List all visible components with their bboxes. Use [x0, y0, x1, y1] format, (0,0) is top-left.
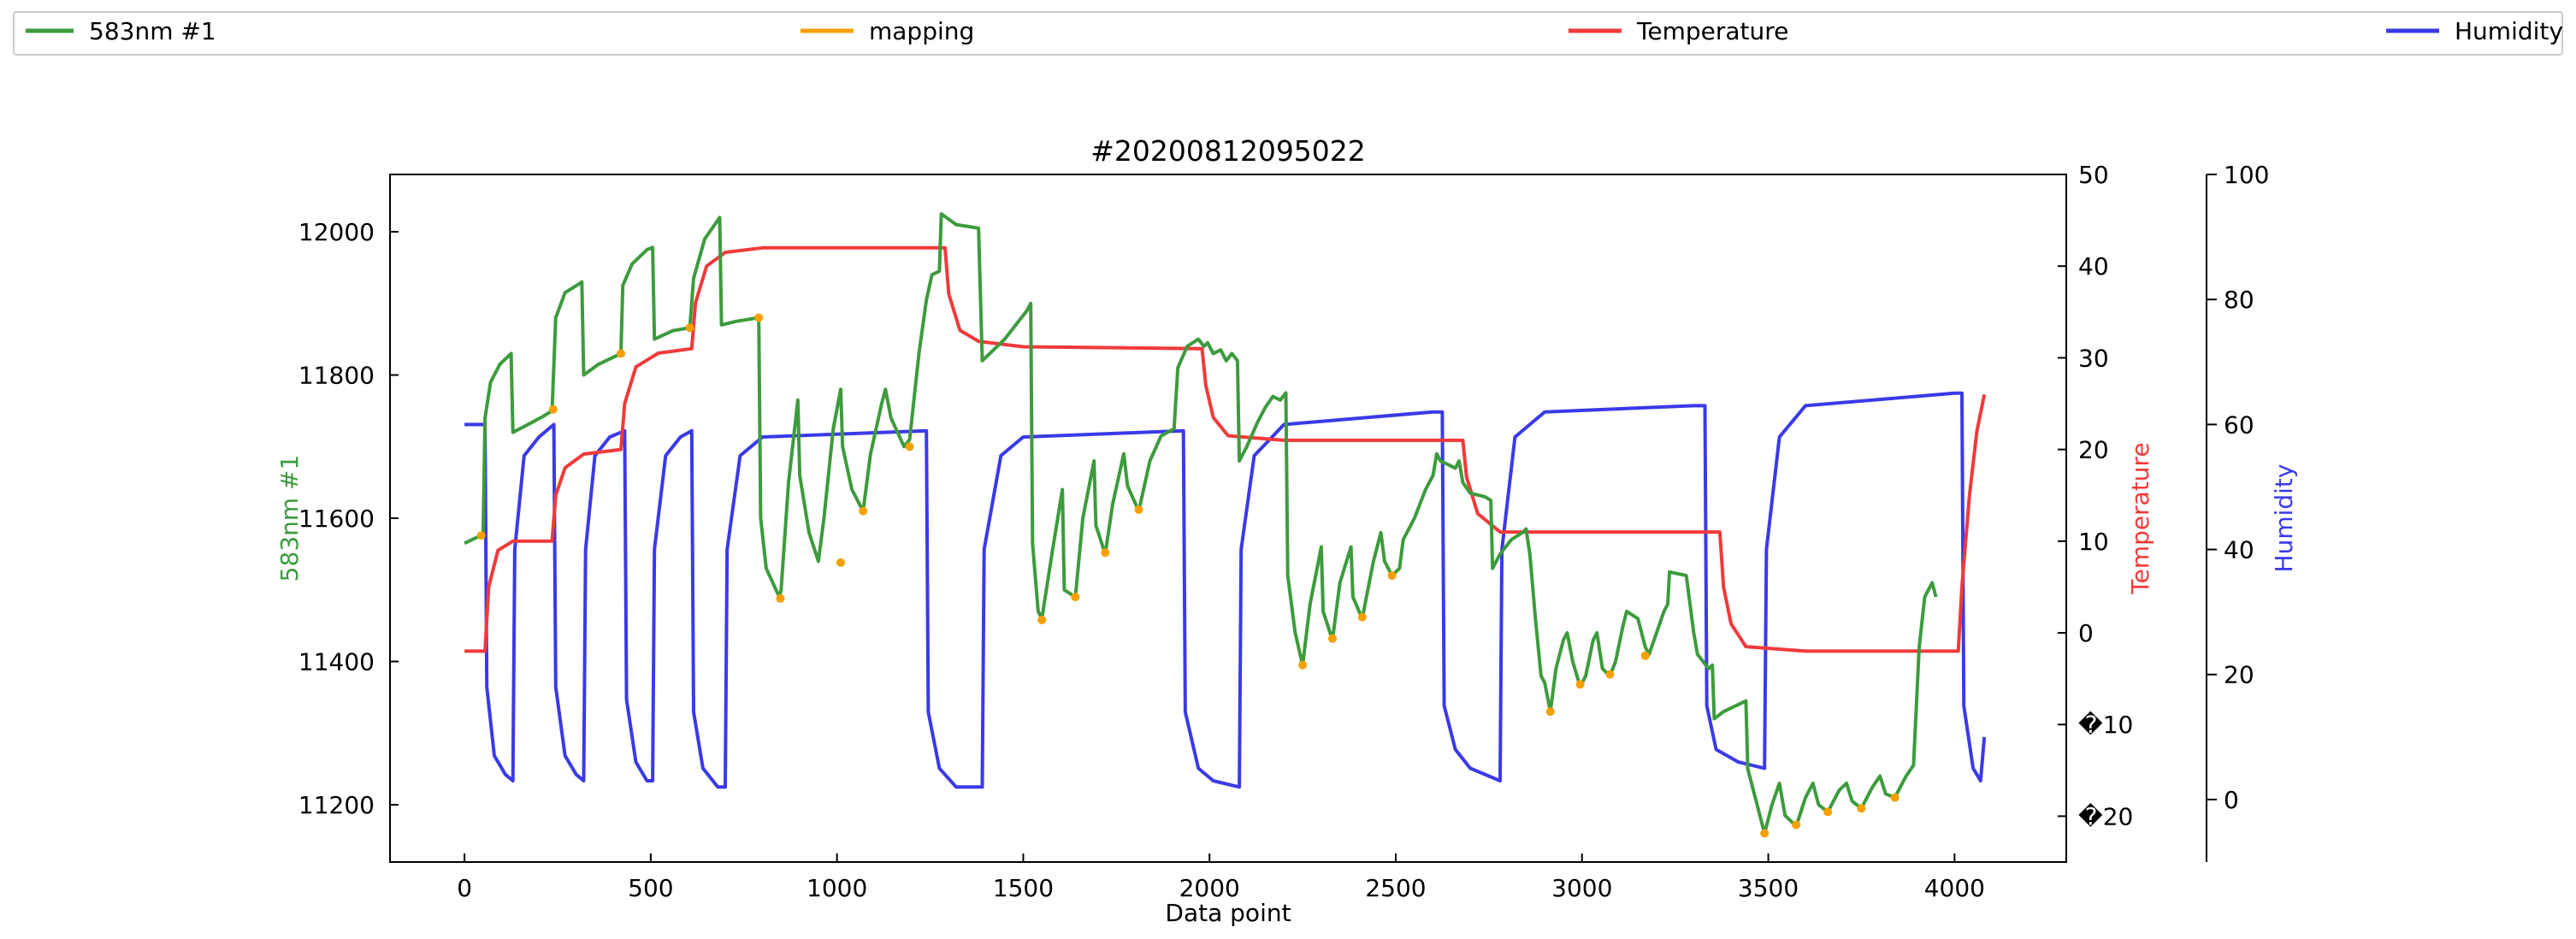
series-mapping-point-23 — [1823, 807, 1833, 817]
legend-label-mapping: mapping — [869, 17, 974, 45]
series-mapping-point-2 — [617, 349, 625, 358]
series-line-583nm-1 — [464, 212, 1938, 836]
series-mapping-point-12 — [1134, 505, 1143, 514]
x-tick-label-8: 4000 — [1924, 874, 1985, 902]
series-mapping-point-25 — [1890, 793, 1900, 802]
series-mapping-point-0 — [476, 531, 486, 540]
series-mapping-point-19 — [1605, 670, 1615, 679]
humidity-tick-label-4: 20 — [2224, 661, 2254, 689]
temperature-tick-label-5: 0 — [2078, 619, 2094, 647]
left-tick-label-0: 11200 — [298, 791, 375, 819]
series-mapping-point-3 — [685, 323, 694, 333]
temperature-tick-label-4: 10 — [2078, 528, 2109, 556]
series-mapping-point-16 — [1387, 571, 1397, 580]
x-tick-label-3: 1500 — [993, 874, 1054, 902]
temperature-tick-label-2: 30 — [2078, 344, 2109, 372]
series-mapping-point-14 — [1328, 634, 1337, 643]
left-tick-label-3: 11800 — [298, 362, 375, 390]
legend-label-583nm: 583nm #1 — [89, 17, 216, 45]
series-mapping-point-17 — [1545, 707, 1555, 717]
temperature-tick-label-0: 50 — [2078, 161, 2109, 189]
humidity-tick-label-3: 40 — [2224, 536, 2254, 564]
legend-label-temperature: Temperature — [1636, 17, 1788, 45]
series-layer — [464, 212, 1987, 838]
series-mapping-point-9 — [1037, 615, 1047, 624]
left-tick-label-1: 11400 — [298, 648, 375, 676]
series-mapping-point-15 — [1357, 612, 1367, 622]
humidity-axis-title: Humidity — [2270, 464, 2298, 573]
x-tick-label-2: 1000 — [806, 874, 867, 902]
series-mapping-point-8 — [905, 442, 914, 452]
series-mapping-point-24 — [1857, 804, 1866, 813]
x-axis-title: Data point — [1165, 899, 1291, 927]
series-mapping-point-13 — [1298, 660, 1308, 670]
x-tick-label-0: 0 — [457, 874, 472, 902]
x-tick-label-5: 2500 — [1365, 874, 1426, 902]
series-line-humidity — [464, 391, 1987, 789]
x-tick-label-7: 3500 — [1738, 874, 1799, 902]
temperature-axis-title: Temperature — [2126, 442, 2154, 594]
series-mapping-point-10 — [1071, 593, 1080, 602]
bottom-axis: 0 500 1000 1500 2000 2500 3000 3500 4000 — [457, 853, 1985, 902]
humidity-tick-label-1: 80 — [2224, 286, 2254, 314]
series-mapping-point-4 — [754, 313, 764, 322]
legend: 583nm #1 mapping Temperature Humidity — [13, 11, 2563, 56]
x-tick-label-1: 500 — [628, 874, 673, 902]
temperature-axis: 50 40 30 20 10 0 �10 �20 — [2058, 161, 2133, 830]
temperature-tick-label-3: 20 — [2078, 436, 2109, 464]
left-axis-title: 583nm #1 — [275, 455, 304, 582]
left-tick-label-2: 11600 — [298, 505, 375, 533]
left-axis: 11200 11400 11600 11800 12000 — [298, 218, 399, 819]
humidity-tick-label-5: 0 — [2224, 786, 2239, 814]
legend-frame — [13, 11, 2563, 56]
series-mapping-point-7 — [859, 506, 868, 516]
series-mapping-point-6 — [836, 558, 845, 567]
chart-title: #20200812095022 — [1090, 134, 1366, 168]
series-mapping-point-20 — [1640, 651, 1650, 660]
legend-label-humidity: Humidity — [2455, 17, 2563, 45]
x-tick-label-6: 3000 — [1551, 874, 1612, 902]
humidity-axis: 100 80 60 40 20 0 — [2207, 161, 2269, 814]
series-mapping-point-5 — [776, 594, 785, 603]
series-mapping-point-1 — [548, 405, 558, 414]
series-mapping-point-18 — [1575, 680, 1585, 689]
series-mapping-point-21 — [1760, 829, 1770, 838]
series-mapping-point-22 — [1792, 820, 1801, 830]
temperature-tick-label-7: �20 — [2078, 802, 2133, 830]
humidity-tick-label-0: 100 — [2224, 161, 2269, 189]
x-tick-label-4: 2000 — [1179, 874, 1240, 902]
temperature-tick-label-6: �10 — [2078, 711, 2133, 739]
series-mapping-point-11 — [1101, 548, 1110, 558]
humidity-tick-label-2: 60 — [2224, 410, 2254, 439]
plot-frame — [389, 174, 2067, 863]
temperature-tick-label-1: 40 — [2078, 252, 2109, 281]
left-tick-label-4: 12000 — [298, 218, 375, 246]
